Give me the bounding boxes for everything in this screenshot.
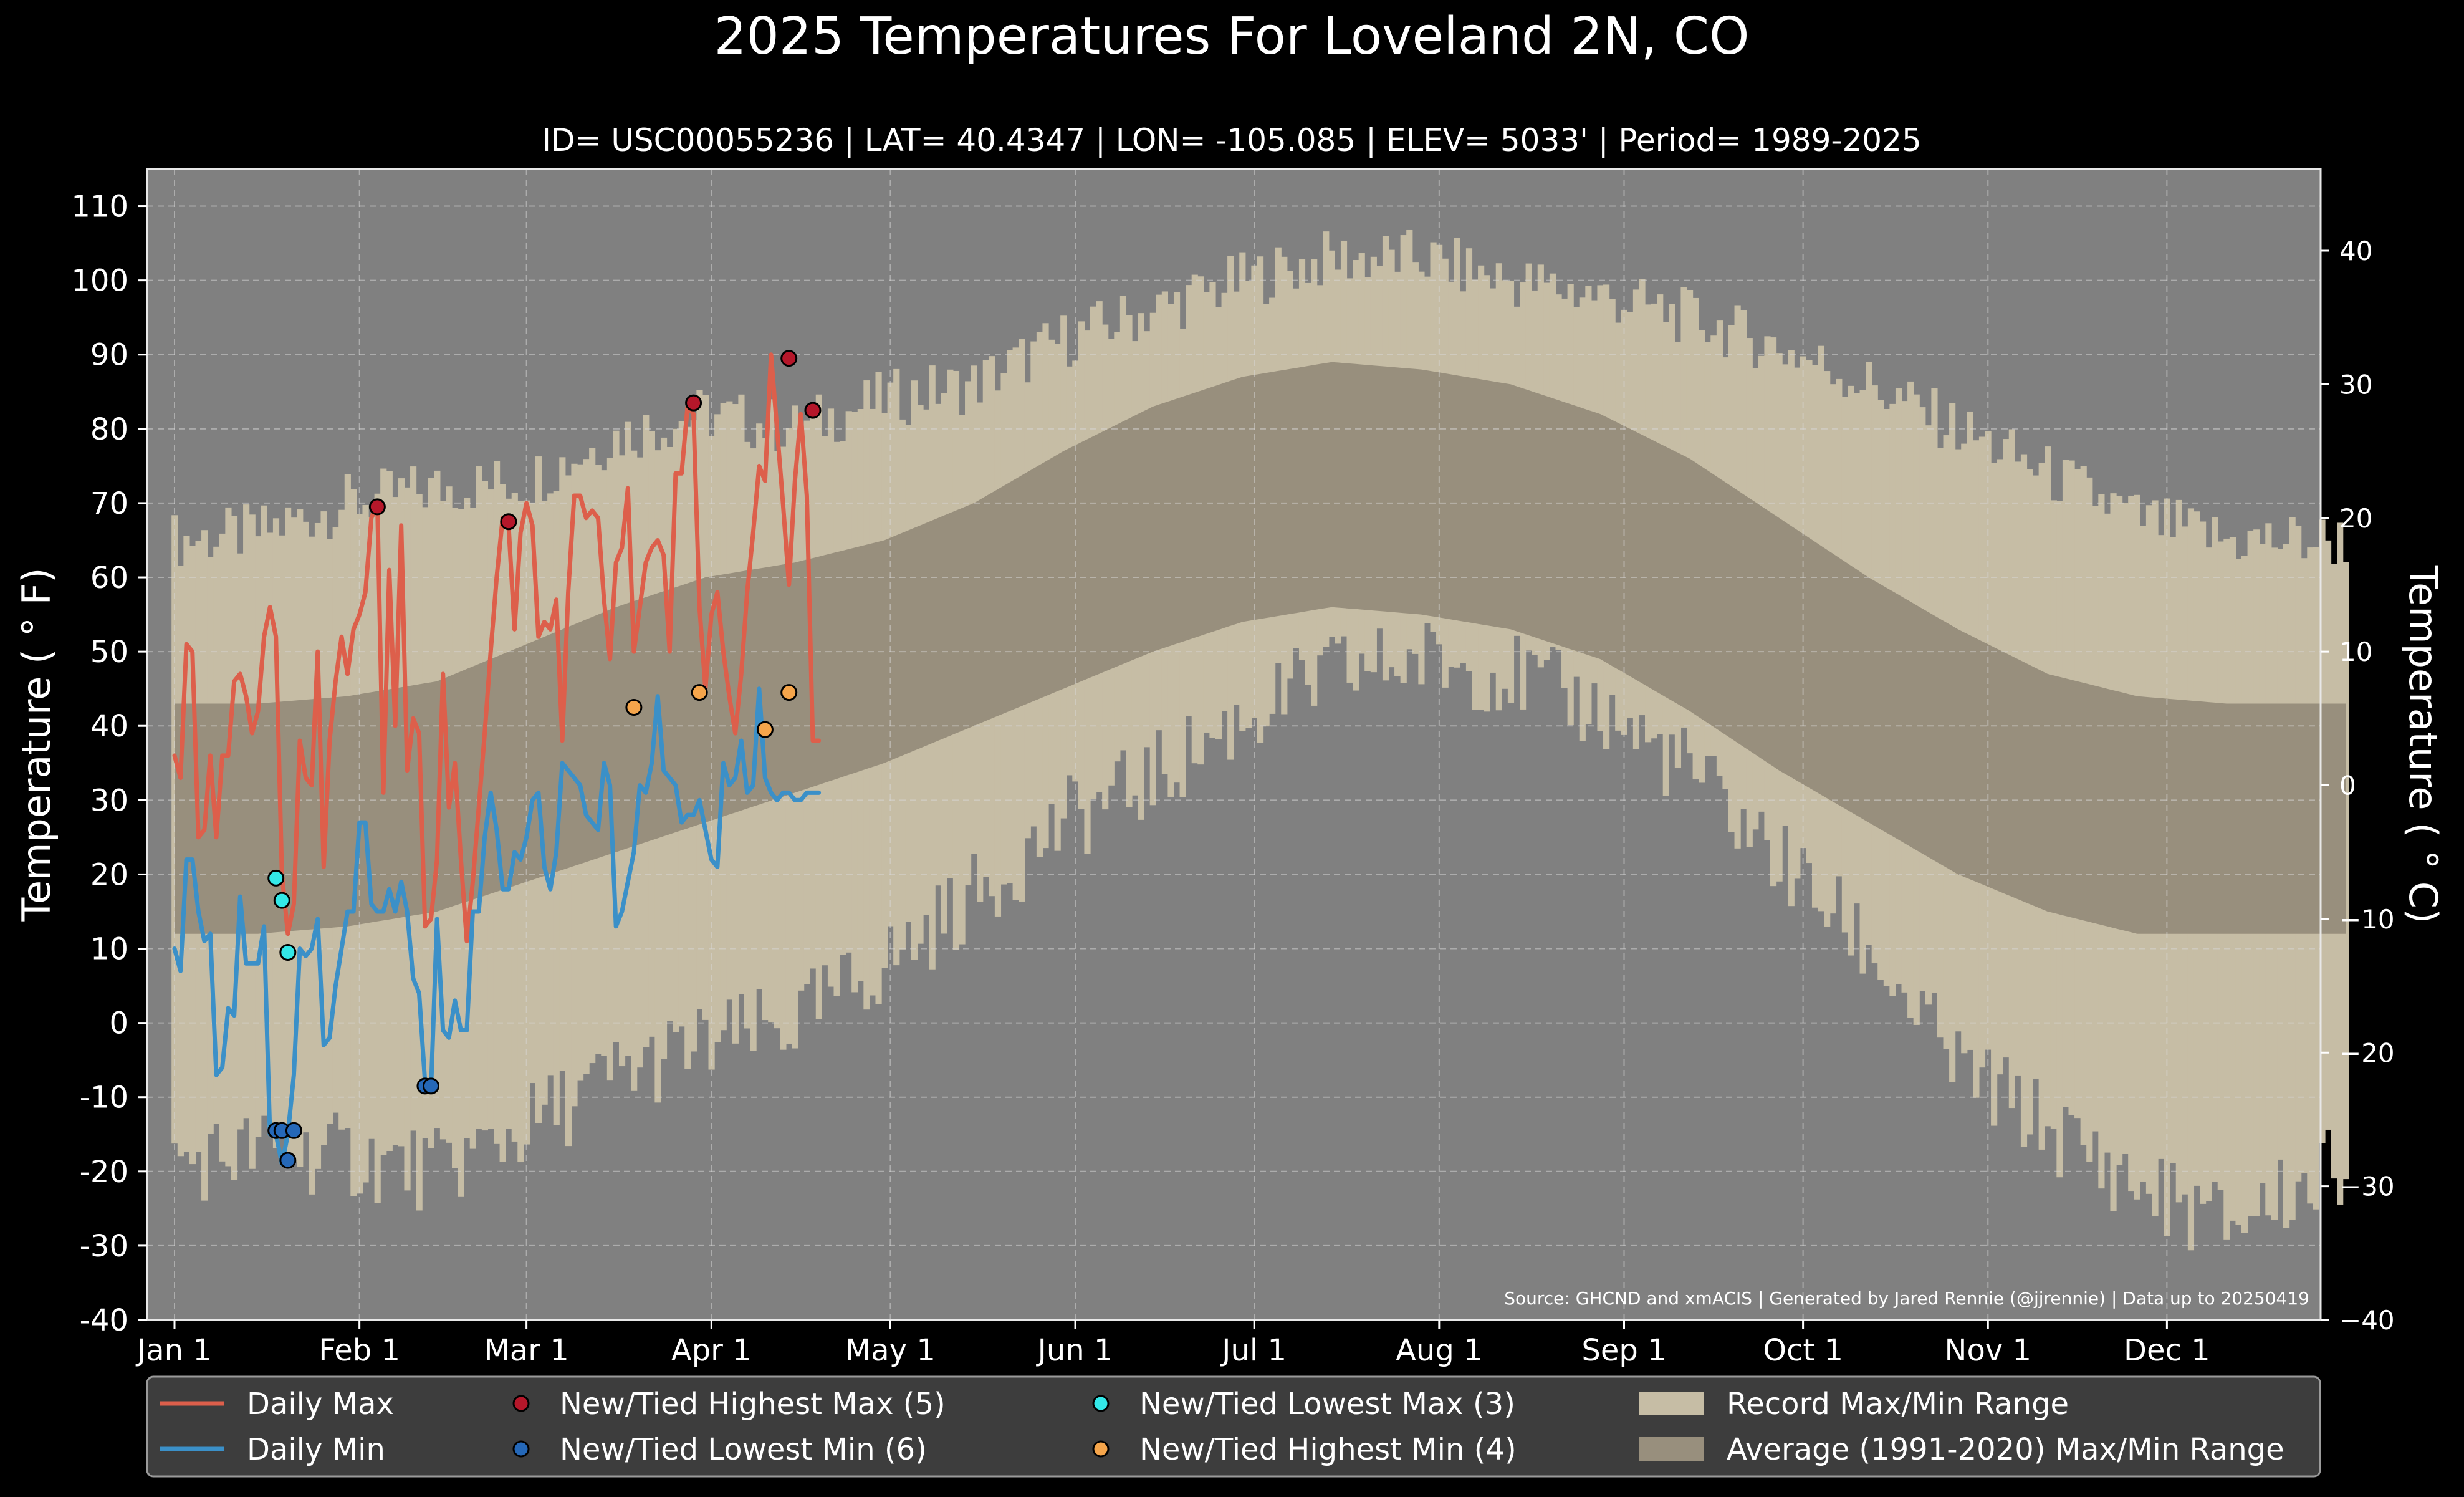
new-lowest-max-marker	[279, 943, 297, 961]
x-tick-label: Jun 1	[1036, 1333, 1113, 1368]
y-tick-label-right: 20	[2339, 503, 2372, 534]
y-tick-label-left: 100	[71, 264, 128, 299]
new-highest-max-marker	[368, 498, 386, 516]
legend-label: Daily Max	[247, 1387, 394, 1422]
legend-swatch-dot	[1092, 1395, 1110, 1412]
legend-swatch-dot	[512, 1395, 530, 1412]
y-tick-label-right: −20	[2339, 1037, 2395, 1068]
x-tick-label: Oct 1	[1763, 1333, 1843, 1368]
x-tick-label: Nov 1	[1945, 1333, 2031, 1368]
legend-swatch-dot	[1092, 1440, 1110, 1458]
y-tick-label-left: -20	[80, 1155, 128, 1190]
markers-layer	[267, 350, 822, 1169]
y-tick-label-left: -10	[80, 1081, 128, 1115]
record-range-bar	[2342, 562, 2349, 1180]
plot-frame	[146, 168, 2322, 1321]
legend-label: New/Tied Lowest Min (6)	[560, 1432, 927, 1467]
new-highest-min-marker	[625, 698, 643, 716]
chart-title: 2025 Temperatures For Loveland 2N, CO	[714, 7, 1749, 66]
x-tick-label: Jan 1	[135, 1333, 212, 1368]
y-tick-label-left: 110	[71, 190, 128, 224]
new-highest-max-marker	[500, 513, 517, 531]
x-tick-label: Feb 1	[319, 1333, 400, 1368]
y-tick-label-left: 30	[90, 783, 128, 818]
y-tick-label-right: 10	[2339, 637, 2372, 667]
average-range-layer	[175, 362, 2346, 934]
x-axis: Jan 1 Feb 1 Mar 1 Apr 1 May 1 Jun 1 Jul 1 Aug 1…	[135, 1320, 2210, 1368]
new-highest-min-marker	[756, 721, 774, 738]
y-axis-label-right: Temperature ( ° C)	[2400, 565, 2446, 924]
y-tick-label-right: 0	[2339, 771, 2356, 801]
legend-label: New/Tied Highest Min (4)	[1139, 1432, 1517, 1467]
y-tick-label-left: 10	[90, 932, 128, 967]
x-tick-label: May 1	[845, 1333, 936, 1368]
new-highest-max-marker	[685, 394, 702, 412]
y-tick-label-right: 30	[2339, 369, 2372, 400]
y-tick-label-left: 50	[90, 635, 128, 670]
new-highest-max-marker	[804, 402, 822, 419]
x-tick-label: Mar 1	[484, 1333, 568, 1368]
chart-subtitle: ID= USC00055236 | LAT= 40.4347 | LON= -1…	[542, 122, 1921, 158]
new-lowest-min-marker	[279, 1152, 297, 1169]
new-highest-max-marker	[780, 350, 798, 367]
legend-label: Daily Min	[247, 1432, 385, 1467]
y-tick-label-left: 90	[90, 338, 128, 373]
legend-label: New/Tied Lowest Max (3)	[1139, 1387, 1515, 1422]
y-tick-label-left: 70	[90, 486, 128, 521]
x-tick-label: Sep 1	[1581, 1333, 1666, 1368]
y-tick-label-left: 80	[90, 412, 128, 447]
new-lowest-min-marker	[285, 1122, 302, 1139]
y-tick-label-left: 20	[90, 857, 128, 892]
y-tick-label-right: 40	[2339, 236, 2372, 266]
legend-label: Record Max/Min Range	[1727, 1387, 2069, 1422]
legend-swatch-patch	[1639, 1392, 1704, 1415]
y-tick-label-right: −30	[2339, 1172, 2395, 1202]
legend-label: New/Tied Highest Max (5)	[560, 1387, 946, 1422]
source-note: Source: GHCND and xmACIS | Generated by …	[1504, 1288, 2309, 1309]
x-tick-label: Apr 1	[671, 1333, 752, 1368]
y-tick-label-left: 0	[109, 1006, 128, 1041]
average-range-band	[175, 362, 2346, 934]
new-highest-min-marker	[691, 684, 708, 701]
y-axis-label-left: Temperature ( ° F)	[14, 568, 59, 922]
x-tick-label: Aug 1	[1396, 1333, 1483, 1368]
new-lowest-max-marker	[267, 869, 285, 887]
legend-box	[146, 1375, 2321, 1478]
y-axis-right: 40 30 20 10 0 −10 −20 −30 −40	[2321, 236, 2395, 1336]
y-tick-label-right: −10	[2339, 904, 2395, 935]
y-tick-label-left: 40	[90, 709, 128, 744]
new-highest-min-marker	[780, 684, 798, 701]
plot-area: Source: GHCND and xmACIS | Generated by …	[146, 168, 2349, 1321]
new-lowest-min-marker	[423, 1077, 440, 1095]
y-tick-label-left: -40	[80, 1303, 128, 1338]
legend-swatch-patch	[1639, 1437, 1704, 1461]
y-tick-label-left: 60	[90, 561, 128, 595]
y-tick-label-right: −40	[2339, 1305, 2395, 1336]
legend-swatch-dot	[512, 1440, 530, 1458]
x-tick-label: Jul 1	[1220, 1333, 1287, 1368]
x-tick-label: Dec 1	[2124, 1333, 2210, 1368]
grid-lines	[147, 169, 2321, 1321]
legend-label: Average (1991-2020) Max/Min Range	[1727, 1432, 2284, 1467]
y-tick-label-left: -30	[80, 1229, 128, 1264]
legend: Daily Max Daily Min New/Tied Highest Max (…	[146, 1375, 2321, 1478]
new-lowest-max-marker	[273, 892, 290, 909]
